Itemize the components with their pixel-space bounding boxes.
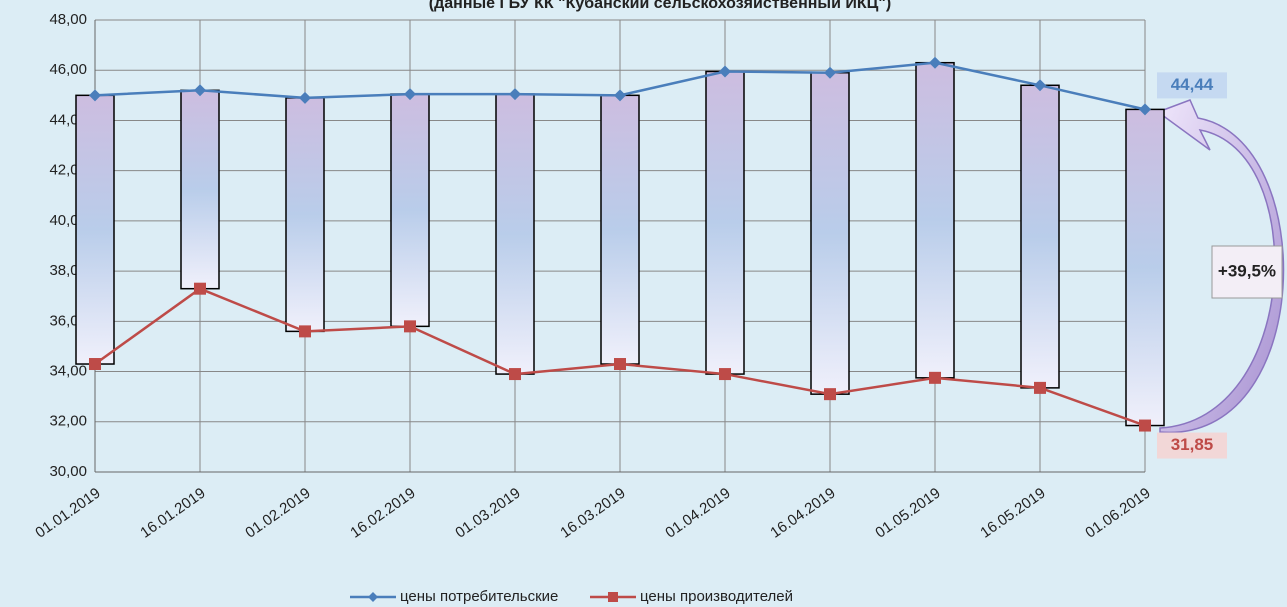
legend-marker: [368, 592, 378, 602]
chart-title: (данные ГБУ КК "Кубанский сельскохозяйст…: [429, 0, 891, 12]
data-label-box: [1157, 432, 1227, 459]
marker: [194, 84, 206, 97]
legend-marker: [608, 592, 618, 602]
marker: [404, 320, 416, 333]
up-down-bar: [285, 97, 325, 333]
marker: [719, 65, 731, 78]
marker: [509, 88, 521, 101]
up-down-bar: [600, 94, 640, 365]
data-label: 31,85: [1171, 435, 1214, 454]
up-down-bar: [75, 94, 115, 365]
up-down-bar: [390, 93, 430, 328]
annotation-box: [1211, 245, 1283, 299]
up-down-bar: [810, 71, 850, 395]
marker: [1139, 419, 1151, 432]
marker: [614, 358, 626, 371]
marker: [614, 89, 626, 102]
y-tick-label: 48,00: [49, 11, 87, 28]
legend-label: цены производителей: [640, 588, 793, 605]
up-down-bar: [1020, 84, 1060, 389]
up-down-bar: [705, 70, 745, 375]
marker: [299, 325, 311, 338]
up-down-bar: [1125, 108, 1165, 427]
marker: [719, 368, 731, 381]
legend-label: цены потребительские: [400, 588, 558, 605]
y-tick-label: 32,00: [49, 413, 87, 430]
up-down-bar: [495, 93, 535, 375]
arrow: [1156, 99, 1285, 433]
data-label: 44,44: [1171, 75, 1214, 94]
marker: [824, 66, 836, 79]
data-label-box: [1157, 72, 1227, 99]
marker: [1034, 79, 1046, 92]
marker: [929, 371, 941, 384]
marker: [509, 368, 521, 381]
y-tick-label: 46,00: [49, 61, 87, 78]
marker: [194, 282, 206, 295]
y-tick-label: 30,00: [49, 463, 87, 480]
annotation: +39,5%: [1218, 261, 1276, 280]
y-tick-label: 34,00: [49, 363, 87, 380]
marker: [404, 88, 416, 101]
marker: [1139, 103, 1151, 116]
marker: [89, 89, 101, 102]
marker: [89, 358, 101, 371]
up-down-bar: [180, 89, 220, 290]
up-down-bar: [915, 61, 955, 379]
marker: [929, 56, 941, 69]
marker: [299, 91, 311, 104]
marker: [1034, 381, 1046, 394]
marker: [824, 388, 836, 401]
